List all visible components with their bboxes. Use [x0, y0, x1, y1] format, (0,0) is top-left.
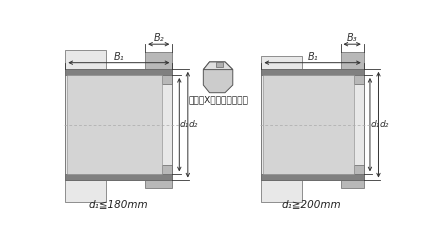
- Text: B₃: B₃: [347, 33, 357, 43]
- Bar: [261, 180, 302, 202]
- Text: （記号Xの付いたもの）: （記号Xの付いたもの）: [189, 95, 249, 104]
- Bar: [261, 69, 364, 75]
- Text: d₂: d₂: [379, 120, 389, 129]
- Bar: [216, 62, 224, 66]
- Bar: [67, 75, 162, 174]
- Text: d₁: d₁: [371, 120, 380, 129]
- Text: B₁: B₁: [114, 52, 124, 61]
- Bar: [353, 165, 364, 174]
- Bar: [263, 75, 353, 174]
- Text: d₁≧200mm: d₁≧200mm: [281, 199, 341, 209]
- Bar: [261, 174, 364, 180]
- Text: d₁: d₁: [180, 120, 190, 129]
- Bar: [353, 75, 364, 84]
- Bar: [145, 52, 172, 73]
- Bar: [261, 56, 302, 73]
- Bar: [145, 180, 172, 188]
- Bar: [65, 50, 106, 73]
- Bar: [65, 69, 172, 75]
- Text: d₁≦180mm: d₁≦180mm: [88, 199, 148, 209]
- Polygon shape: [203, 62, 233, 93]
- Bar: [341, 52, 364, 72]
- Bar: [65, 174, 172, 180]
- Bar: [65, 180, 106, 202]
- Bar: [65, 69, 172, 180]
- Bar: [261, 69, 364, 180]
- Text: d₂: d₂: [189, 120, 198, 129]
- Bar: [162, 165, 172, 174]
- Text: B₂: B₂: [154, 33, 164, 43]
- Text: B₁: B₁: [307, 52, 318, 61]
- Polygon shape: [203, 62, 233, 70]
- Bar: [162, 75, 172, 84]
- Bar: [341, 180, 364, 188]
